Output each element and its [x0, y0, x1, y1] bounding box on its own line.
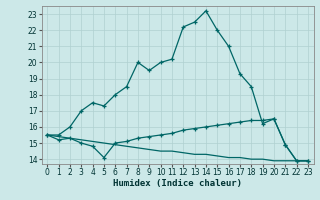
X-axis label: Humidex (Indice chaleur): Humidex (Indice chaleur) — [113, 179, 242, 188]
